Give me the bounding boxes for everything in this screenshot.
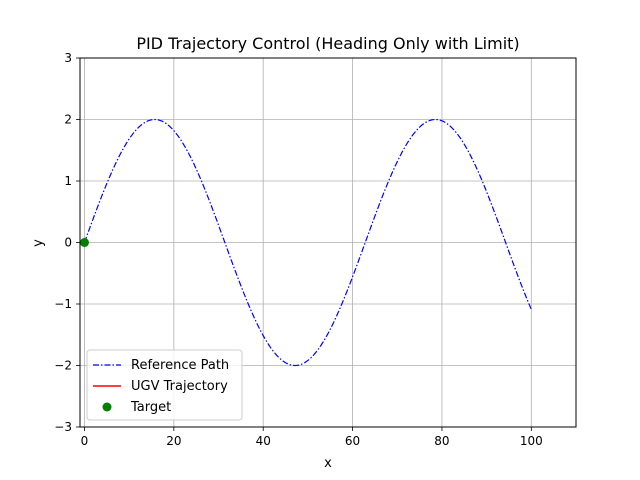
reference-path-series: [83, 118, 532, 367]
x-tick-label: 60: [345, 434, 360, 448]
legend-target-swatch: [102, 402, 112, 412]
x-axis-ticks: 0 20 40 60 80 100: [81, 427, 543, 448]
legend-box: [86, 349, 243, 421]
y-tick-label: 1: [64, 174, 72, 188]
legend-ugv-trajectory-label: UGV Trajectory: [131, 379, 228, 394]
legend-reference-path-label: Reference Path: [131, 358, 229, 373]
x-tick-label: 40: [256, 434, 271, 448]
y-axis-ticks: −3 −2 −1 0 1 2 3: [54, 51, 80, 434]
reference-path-line: [83, 118, 532, 367]
y-tick-label: 0: [64, 236, 72, 250]
x-tick-label: 100: [520, 434, 543, 448]
y-tick-label: 2: [64, 113, 72, 127]
y-tick-label: 3: [64, 51, 72, 65]
target-marker: [79, 238, 89, 247]
y-tick-label: −1: [54, 297, 72, 311]
chart-title: PID Trajectory Control (Heading Only wit…: [136, 34, 519, 53]
x-tick-label: 20: [166, 434, 181, 448]
x-tick-label: 0: [81, 434, 89, 448]
y-axis-label: y: [31, 239, 46, 247]
legend-target-label: Target: [130, 400, 171, 415]
target-series: [79, 238, 89, 247]
legend: Reference Path UGV Trajectory Target: [86, 349, 243, 421]
y-tick-label: −3: [54, 420, 72, 434]
x-tick-label: 80: [434, 434, 449, 448]
y-tick-label: −2: [54, 359, 72, 373]
x-axis-label: x: [324, 456, 332, 471]
